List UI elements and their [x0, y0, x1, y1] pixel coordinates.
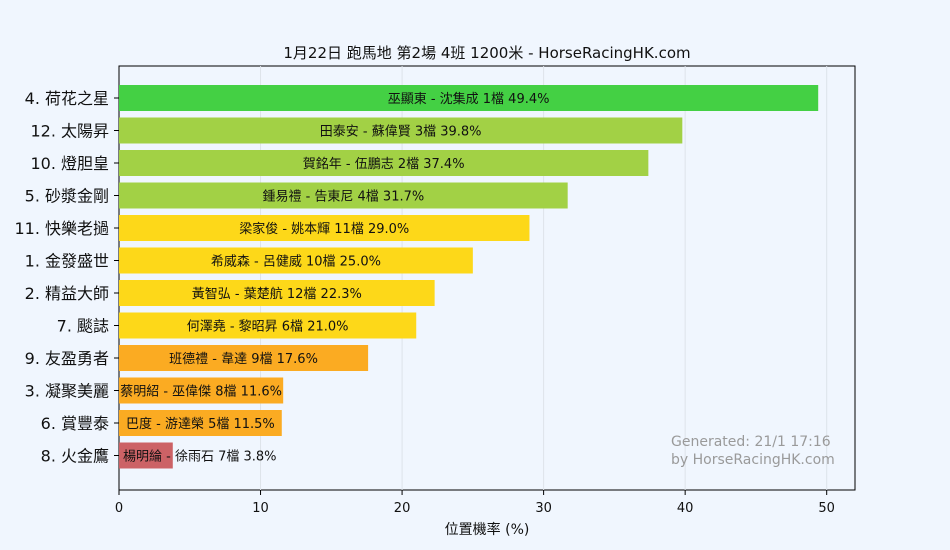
category-label: 4. 荷花之星: [25, 89, 109, 108]
x-tick-label: 10: [252, 501, 269, 516]
bar: [119, 312, 417, 339]
bar: [119, 377, 284, 404]
x-tick-label: 20: [394, 501, 411, 516]
x-tick-label: 40: [677, 501, 694, 516]
y-axis: 4. 荷花之星 12. 太陽昇 10. 燈胆皇 5. 砂漿金剛 11. 快樂老撾 1. 金…: [14, 89, 119, 466]
category-label: 11. 快樂老撾: [14, 219, 109, 238]
bar: [119, 280, 435, 306]
bar: [119, 410, 282, 436]
bar-data-label: 巴度 - 游達榮 5檔 11.5%: [126, 416, 275, 432]
x-axis: 0 10 20 30 40 50: [115, 490, 835, 516]
bar-data-label: 何澤堯 - 黎昭昇 6檔 21.0%: [187, 319, 349, 335]
category-label: 9. 友盈勇者: [25, 349, 109, 368]
bars: 巫顯東 - 沈集成 1檔 49.4% 田泰安 - 蘇偉賢 3檔 39.8% 賀銘年 …: [119, 85, 819, 469]
x-axis-label: 位置機率 (%): [445, 521, 530, 538]
bar-data-label: 田泰安 - 蘇偉賢 3檔 39.8%: [320, 125, 482, 140]
x-tick-label: 0: [115, 501, 123, 516]
category-label: 8. 火金鷹: [41, 447, 109, 466]
bar: [119, 442, 173, 469]
category-label: 1. 金發盛世: [25, 252, 109, 271]
category-label: 7. 颷誌: [57, 317, 109, 336]
bar: [119, 117, 683, 144]
category-label: 12. 太陽昇: [30, 122, 109, 141]
bar: [119, 247, 473, 274]
x-tick-label: 30: [535, 501, 552, 516]
bar-data-label: 班德禮 - 韋達 9檔 17.6%: [169, 352, 318, 367]
category-label: 5. 砂漿金剛: [25, 187, 109, 206]
bar-data-label: 梁家俊 - 姚本輝 11檔 29.0%: [239, 221, 409, 237]
chart-title: 1月22日 跑馬地 第2場 4班 1200米 - HorseRacingHK.c…: [283, 44, 690, 62]
bar-data-label: 賀銘年 - 伍鵬志 2檔 37.4%: [303, 157, 465, 172]
bar: [119, 182, 568, 209]
generated-annotation: Generated: 21/1 17:16: [671, 434, 831, 450]
bar: [119, 345, 369, 371]
category-label: 10. 燈胆皇: [30, 154, 109, 173]
bar-data-label: 楊明綸 - 徐雨石 7檔 3.8%: [123, 449, 277, 465]
bar-data-label: 鍾易禮 - 告東尼 4檔 31.7%: [262, 189, 424, 205]
bar-data-label: 希威森 - 呂健威 10檔 25.0%: [211, 255, 381, 270]
category-label: 6. 賞豐泰: [41, 414, 109, 433]
category-label: 3. 凝聚美麗: [25, 382, 109, 401]
bar: [119, 215, 530, 241]
bar: [119, 85, 819, 111]
bar-data-label: 巫顯東 - 沈集成 1檔 49.4%: [388, 91, 550, 107]
bar-data-label: 蔡明紹 - 巫偉傑 8檔 11.6%: [120, 385, 282, 400]
source-annotation: by HorseRacingHK.com: [671, 452, 835, 468]
bar: [119, 150, 649, 176]
x-tick-label: 50: [818, 501, 835, 516]
category-label: 2. 精益大師: [25, 284, 109, 303]
bar-data-label: 黃智弘 - 葉楚航 12檔 22.3%: [192, 286, 362, 302]
